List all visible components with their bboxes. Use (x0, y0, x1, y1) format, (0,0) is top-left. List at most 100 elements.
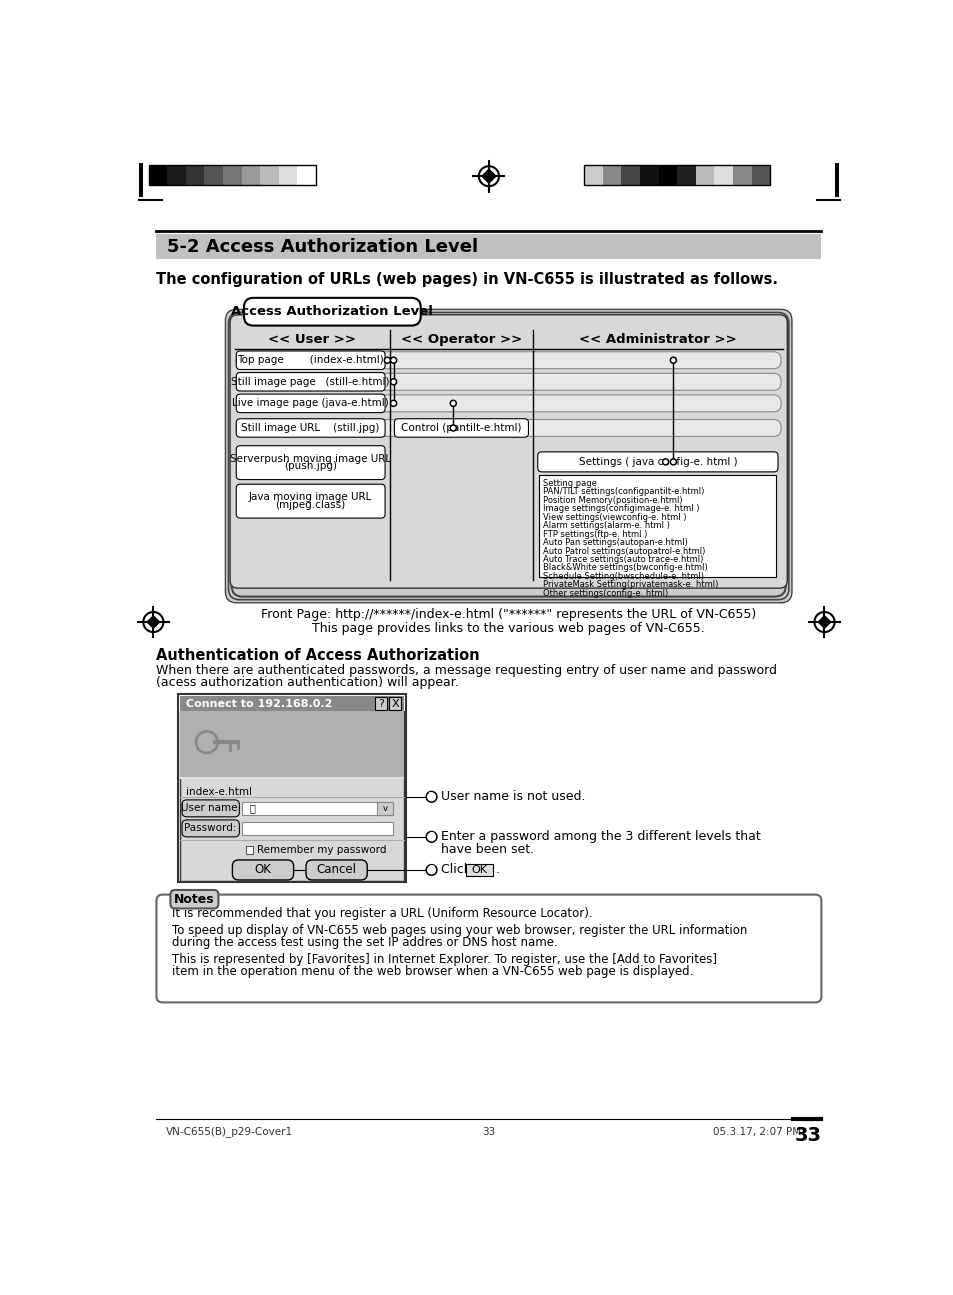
Text: 2: 2 (428, 831, 435, 842)
Text: Setting page: Setting page (542, 479, 597, 488)
FancyBboxPatch shape (236, 420, 781, 436)
Text: User name:: User name: (180, 803, 240, 813)
Bar (620, 164, 639, 185)
Bar (751, 164, 769, 185)
Text: (push.jpg): (push.jpg) (284, 461, 336, 471)
FancyBboxPatch shape (236, 352, 781, 369)
Bar (583, 164, 769, 185)
Text: Password:: Password: (184, 824, 236, 834)
Text: The configuration of URLs (web pages) in VN-C655 is illustrated as follows.: The configuration of URLs (web pages) in… (156, 272, 778, 287)
Bar (377, 802, 393, 815)
Text: Enter a password among the 3 different levels that: Enter a password among the 3 different l… (440, 830, 760, 843)
Text: OK: OK (254, 864, 272, 877)
Bar (179, 777, 404, 780)
Circle shape (392, 401, 395, 405)
Text: OK: OK (471, 865, 487, 875)
Bar (732, 164, 751, 185)
FancyBboxPatch shape (244, 298, 420, 325)
Text: Settings ( java config-e. html ): Settings ( java config-e. html ) (578, 457, 737, 467)
Text: Schedule Setting(bwschedule-e. html): Schedule Setting(bwschedule-e. html) (542, 572, 703, 581)
Circle shape (384, 357, 390, 364)
Bar (241, 164, 260, 185)
Text: X: X (391, 698, 398, 708)
Bar (241, 802, 393, 815)
Text: Click: Click (440, 864, 475, 877)
Circle shape (670, 357, 676, 364)
Bar (179, 695, 404, 711)
Polygon shape (818, 616, 830, 628)
Bar (658, 164, 677, 185)
FancyBboxPatch shape (182, 800, 239, 817)
Circle shape (427, 866, 435, 874)
Text: (acess authorization authentication) will appear.: (acess authorization authentication) wil… (156, 676, 458, 689)
Text: ?: ? (378, 698, 384, 708)
Bar (204, 164, 223, 185)
Text: When there are authenticated passwords, a message requesting entry of user name : When there are authenticated passwords, … (156, 663, 777, 676)
Polygon shape (481, 170, 496, 183)
Bar (138, 163, 143, 197)
Text: Java moving image URL: Java moving image URL (249, 492, 372, 502)
FancyBboxPatch shape (236, 394, 385, 413)
Bar (639, 164, 658, 185)
Text: Connect to 192.168.0.2: Connect to 192.168.0.2 (186, 698, 332, 708)
FancyBboxPatch shape (182, 820, 239, 837)
FancyBboxPatch shape (233, 860, 294, 881)
Bar (223, 164, 241, 185)
Circle shape (390, 357, 396, 364)
Text: User name is not used.: User name is not used. (440, 790, 585, 803)
FancyBboxPatch shape (537, 452, 778, 471)
FancyBboxPatch shape (236, 395, 781, 412)
Circle shape (450, 425, 456, 431)
Bar (178, 694, 406, 882)
Text: << Operator >>: << Operator >> (400, 333, 521, 346)
Circle shape (427, 833, 435, 840)
Text: Image settings(configimage-e. html ): Image settings(configimage-e. html ) (542, 504, 699, 513)
FancyBboxPatch shape (236, 351, 385, 369)
Circle shape (390, 400, 396, 407)
Circle shape (392, 359, 395, 361)
Bar (297, 164, 315, 185)
Text: This is represented by [Favorites] in Internet Explorer. To register, use the [A: This is represented by [Favorites] in In… (172, 953, 717, 966)
Circle shape (670, 458, 676, 465)
Text: (mjpeg.class): (mjpeg.class) (275, 500, 345, 510)
Circle shape (671, 460, 674, 464)
Text: 1: 1 (428, 791, 435, 802)
Bar (695, 164, 714, 185)
Bar (245, 846, 253, 853)
Text: To speed up display of VN-C655 web pages using your web browser, register the UR: To speed up display of VN-C655 web pages… (172, 923, 746, 936)
Text: Still image page   (still-e.html): Still image page (still-e.html) (232, 377, 390, 387)
Bar (389, 698, 401, 710)
Circle shape (671, 359, 674, 361)
Bar (241, 822, 393, 834)
Bar (677, 164, 695, 185)
Text: Auto Pan settings(autopan-e.html): Auto Pan settings(autopan-e.html) (542, 539, 687, 546)
Text: Other settings(config-e. html): Other settings(config-e. html) (542, 589, 668, 598)
Circle shape (663, 460, 666, 464)
Text: Front Page: http://******/index-e.html ("******" represents the URL of VN-C655): Front Page: http://******/index-e.html (… (261, 609, 756, 622)
Bar (714, 164, 732, 185)
Bar (149, 164, 167, 185)
FancyBboxPatch shape (171, 890, 218, 909)
Text: Authentication of Access Authorization: Authentication of Access Authorization (156, 649, 479, 663)
Bar (602, 164, 620, 185)
Text: during the access test using the set IP addres or DNS host name.: during the access test using the set IP … (172, 936, 558, 949)
FancyBboxPatch shape (394, 418, 528, 438)
Text: Serverpush moving image URL: Serverpush moving image URL (230, 453, 391, 464)
Text: View settings(viewconfig-e. html ): View settings(viewconfig-e. html ) (542, 513, 686, 522)
Text: item in the operation menu of the web browser when a VN-C655 web page is display: item in the operation menu of the web br… (172, 966, 693, 979)
Bar (834, 163, 839, 197)
FancyBboxPatch shape (306, 860, 367, 881)
Text: Remember my password: Remember my password (257, 844, 386, 855)
Text: FTP settings(ftp-e. html ): FTP settings(ftp-e. html ) (542, 530, 647, 539)
FancyBboxPatch shape (230, 315, 786, 588)
Text: Auto Patrol settings(autopatrol-e.html): Auto Patrol settings(autopatrol-e.html) (542, 546, 705, 556)
FancyBboxPatch shape (225, 310, 791, 602)
Text: Top page        (index-e.html): Top page (index-e.html) (237, 355, 384, 365)
Text: 33: 33 (794, 1125, 821, 1145)
Circle shape (452, 401, 455, 405)
Bar (538, 475, 776, 578)
Text: 05.3.17, 2:07 PM: 05.3.17, 2:07 PM (713, 1127, 801, 1137)
Text: It is recommended that you register a URL (Uniform Resource Locator).: It is recommended that you register a UR… (172, 906, 592, 919)
Bar (375, 698, 387, 710)
Circle shape (385, 359, 389, 361)
